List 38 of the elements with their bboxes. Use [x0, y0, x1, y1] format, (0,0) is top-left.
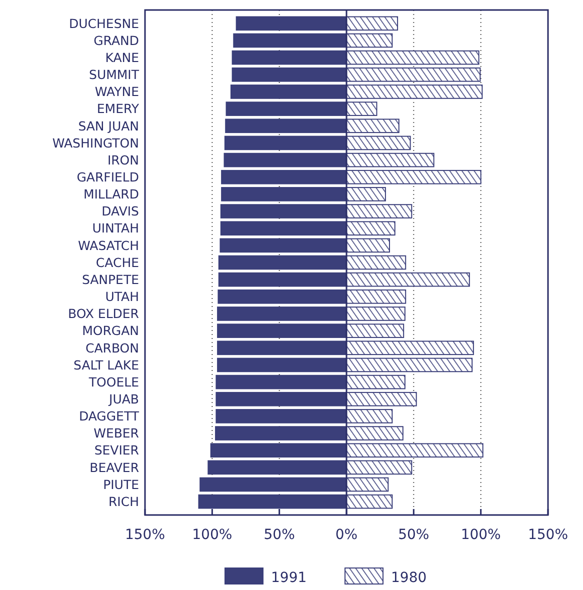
- y-tick-label: DAGGETT: [78, 408, 140, 424]
- y-tick-label: TOOELE: [88, 374, 140, 390]
- y-tick-label: IRON: [107, 152, 139, 168]
- y-tick-label: JUAB: [108, 391, 139, 406]
- y-tick-label: SEVIER: [94, 442, 140, 458]
- y-tick-label: GRAND: [94, 32, 139, 48]
- y-tick-label: SANPETE: [82, 272, 140, 287]
- y-tick-label: CARBON: [85, 340, 139, 356]
- y-tick-label: WEBER: [94, 426, 140, 441]
- y-tick-label: MORGAN: [82, 323, 139, 338]
- y-tick-label: DAVIS: [102, 204, 140, 219]
- x-tick-label: 100%: [460, 527, 501, 543]
- y-tick-label: KANE: [105, 50, 140, 65]
- y-tick-label: WASHINGTON: [52, 135, 139, 150]
- y-tick-label: SUMMIT: [89, 67, 140, 82]
- y-tick-label: EMERY: [96, 101, 140, 116]
- y-tick-label: PIUTE: [103, 476, 140, 492]
- x-tick-label: 150%: [124, 527, 166, 543]
- y-tick-label: GARFIELD: [76, 169, 139, 184]
- x-tick-label: 150%: [528, 527, 568, 543]
- y-tick-label: SAN JUAN: [78, 118, 139, 134]
- y-tick-label: WAYNE: [94, 84, 140, 100]
- y-tick-label: CACHE: [96, 254, 140, 270]
- y-tick-label: RICH: [108, 494, 139, 509]
- legend-label: 1980: [391, 570, 427, 586]
- y-tick-label: UINTAH: [92, 220, 139, 236]
- y-tick-label: BOX ELDER: [68, 306, 140, 322]
- y-tick-label: WASATCH: [78, 238, 139, 253]
- x-tick-label: 0%: [335, 527, 358, 543]
- x-tick-label: 100%: [192, 527, 232, 543]
- y-tick-label: UTAH: [105, 289, 139, 304]
- x-tick-label: 50%: [264, 527, 295, 543]
- y-tick-label: BEAVER: [90, 460, 140, 475]
- legend-label: 1991: [271, 570, 307, 586]
- y-tick-label: MILLARD: [83, 186, 139, 202]
- y-tick-label: SALT LAKE: [74, 357, 140, 372]
- x-tick-label: 50%: [398, 527, 430, 543]
- y-tick-label: DUCHESNE: [69, 16, 140, 31]
